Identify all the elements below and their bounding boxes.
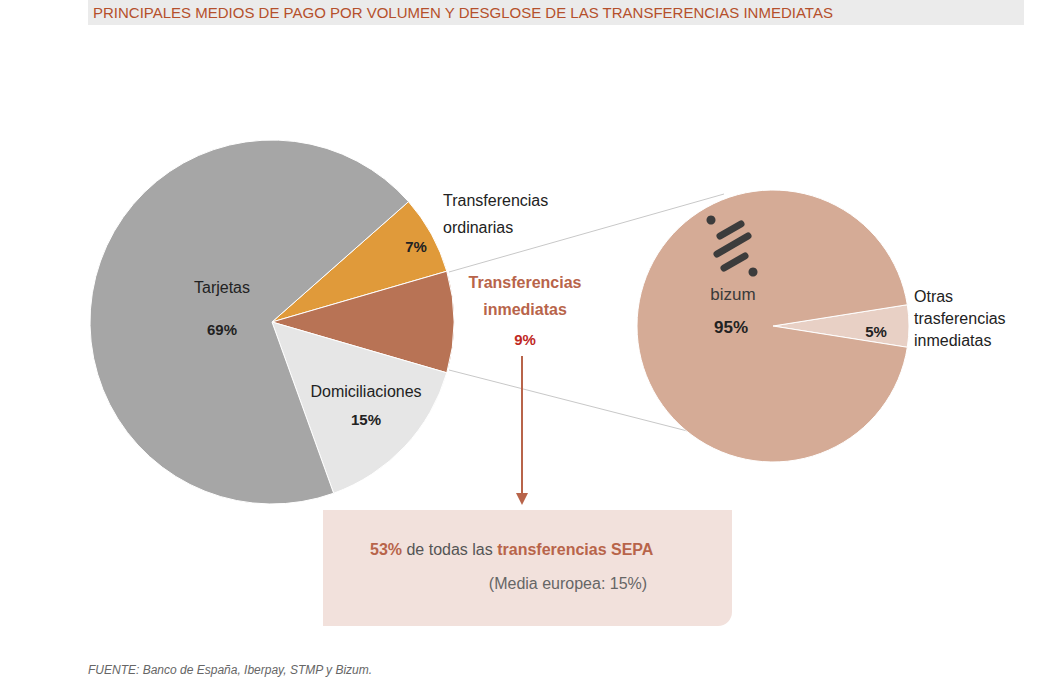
svg-text:53%: 53% [370,541,402,558]
svg-text:de todas las: de todas las [402,541,497,558]
svg-text:95%: 95% [714,318,748,337]
svg-text:Transferencias: Transferencias [443,192,548,209]
svg-text:inmediatas: inmediatas [914,332,991,349]
svg-text:ordinarias: ordinarias [443,219,513,236]
svg-text:Transferencias: Transferencias [469,274,582,291]
svg-text:69%: 69% [207,321,237,338]
svg-text:PRINCIPALES MEDIOS DE PAGO POR: PRINCIPALES MEDIOS DE PAGO POR VOLUMEN Y… [93,4,833,21]
svg-text:(Media europea: 15%): (Media europea: 15%) [489,575,647,592]
svg-text:FUENTE: Banco de España, Iberp: FUENTE: Banco de España, Iberpay, STMP y… [88,663,372,677]
svg-text:inmediatas: inmediatas [483,301,567,318]
svg-text:trasferencias: trasferencias [914,310,1006,327]
svg-text:5%: 5% [865,323,887,340]
svg-text:15%: 15% [351,411,381,428]
svg-text:Tarjetas: Tarjetas [194,279,250,296]
svg-text:7%: 7% [405,238,427,255]
svg-text:Domiciliaciones: Domiciliaciones [310,383,421,400]
svg-text:bizum: bizum [710,285,755,304]
svg-text:9%: 9% [514,331,536,348]
svg-text:Otras: Otras [914,288,953,305]
svg-text:transferencias SEPA: transferencias SEPA [497,541,654,558]
